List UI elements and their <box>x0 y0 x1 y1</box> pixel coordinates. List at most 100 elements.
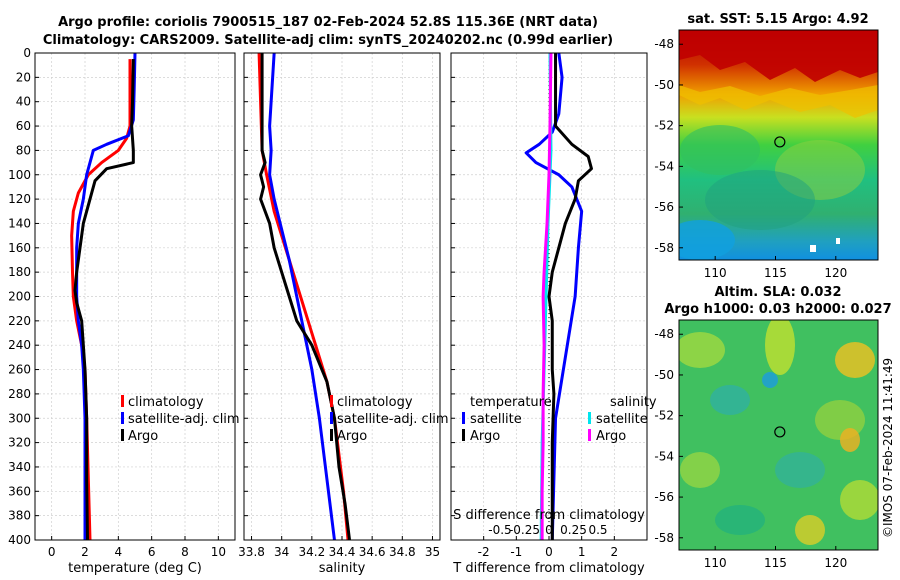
x-tick-label: 4 <box>115 545 123 559</box>
x-tick-label: 1 <box>578 545 586 559</box>
map-x-tick-label: 110 <box>704 556 727 570</box>
map-x-tick-label: 110 <box>704 266 727 280</box>
map-y-tick-label: -56 <box>654 490 674 504</box>
series-line-t-argo <box>547 53 593 540</box>
temperature-panel: 0204060801001201401601802002202402602803… <box>8 46 236 576</box>
y-tick-label: 280 <box>8 387 31 401</box>
x-tick-label: 2 <box>611 545 619 559</box>
x-tick-label: -1 <box>510 545 522 559</box>
map-y-tick-label: -52 <box>654 119 674 133</box>
map-x-tick-label: 115 <box>764 266 787 280</box>
map-y-tick-label: -54 <box>654 449 674 463</box>
y-tick-label: 60 <box>16 119 31 133</box>
map-y-tick-label: -58 <box>654 241 674 255</box>
y-tick-label: 0 <box>23 46 31 60</box>
sla-map-image <box>679 320 878 550</box>
legend-swatch-s-argo <box>588 429 591 441</box>
y-tick-label: 180 <box>8 265 31 279</box>
x-tick-label: 34.2 <box>298 545 325 559</box>
map-y-tick-label: -58 <box>654 531 674 545</box>
legend-title-salinity: salinity <box>610 395 657 410</box>
x-tick-label: 34.6 <box>359 545 386 559</box>
map-y-tick-label: -48 <box>654 37 674 51</box>
y-tick-label: 160 <box>8 241 31 255</box>
x-tick-label: 6 <box>148 545 156 559</box>
plot-frame <box>34 52 236 541</box>
legend-label-t-satellite: satellite <box>470 412 522 427</box>
plot-frame <box>243 52 441 541</box>
y-tick-label: 20 <box>16 70 31 84</box>
x-tick-label: 8 <box>181 545 189 559</box>
imos-watermark: ©IMOS 07-Feb-2024 11:41:49 <box>881 358 895 538</box>
series-line-s-argo <box>540 52 553 540</box>
sst-map-image <box>679 30 878 260</box>
sla-map-axes: 110 115 120 -48 -50 -52 -54 -56 -58 <box>654 327 847 570</box>
map-x-tick-label: 120 <box>824 266 847 280</box>
difference-panel: -2 -1 0 1 2 T difference from climatology S di… <box>450 52 648 576</box>
y-tick-label: 300 <box>8 411 31 425</box>
top-tick-label: -0.25 <box>509 523 540 537</box>
top-tick-label: 0 <box>545 523 553 537</box>
salinity-legend: climatology satellite-adj. clim Argo <box>330 395 449 444</box>
map-y-tick-label: -48 <box>654 327 674 341</box>
figure-title-line1: Argo profile: coriolis 7900515_187 02-Fe… <box>58 15 598 30</box>
legend-label-argo: Argo <box>337 429 367 444</box>
map-y-tick-label: -52 <box>654 409 674 423</box>
legend-label-argo: Argo <box>128 429 158 444</box>
map-x-tick-label: 120 <box>824 556 847 570</box>
y-tick-label: 80 <box>16 143 31 157</box>
y-tick-label: 360 <box>8 484 31 498</box>
legend-swatch-t-satellite <box>462 412 465 424</box>
sla-map: Altim. SLA: 0.032 Argo h1000: 0.03 h2000… <box>654 285 891 570</box>
series-line-argo <box>259 53 352 541</box>
sst-map-frame <box>678 29 879 261</box>
y-tick-label: 400 <box>8 533 31 547</box>
sla-map-frame <box>678 319 879 551</box>
legend-label-s-argo: Argo <box>596 429 626 444</box>
y-tick-label: 320 <box>8 436 31 450</box>
y-tick-label: 340 <box>8 460 31 474</box>
y-tick-label: 240 <box>8 338 31 352</box>
legend-label-satellite: satellite-adj. clim <box>337 412 449 427</box>
legend-label-t-argo: Argo <box>470 429 500 444</box>
x-axis-label: salinity <box>319 561 366 576</box>
top-tick-label: -0.5 <box>488 523 511 537</box>
map-y-tick-label: -54 <box>654 159 674 173</box>
y-tick-label: 220 <box>8 314 31 328</box>
sst-map: sat. SST: 5.15 Argo: 4.92 110 115 120 -48 -5… <box>654 12 879 280</box>
sla-map-title-line1: Altim. SLA: 0.032 <box>715 285 842 300</box>
legend-swatch-satellite <box>330 412 333 424</box>
y-tick-label: 260 <box>8 363 31 377</box>
x-tick-label: -2 <box>478 545 490 559</box>
legend-swatch-s-satellite <box>588 412 591 424</box>
map-x-tick-label: 115 <box>764 556 787 570</box>
x-tick-label: 33.8 <box>238 545 265 559</box>
legend-label-s-satellite: satellite <box>596 412 648 427</box>
legend-swatch-argo <box>330 429 333 441</box>
x-tick-label: 10 <box>211 545 226 559</box>
map-y-tick-label: -50 <box>654 78 674 92</box>
y-tick-label: 120 <box>8 192 31 206</box>
legend-swatch-t-argo <box>462 429 465 441</box>
sst-map-title: sat. SST: 5.15 Argo: 4.92 <box>687 12 868 27</box>
series-line-climatology <box>70 59 132 541</box>
legend-label-climatology: climatology <box>337 395 413 410</box>
y-tick-label: 40 <box>16 95 31 109</box>
x-tick-label: 0 <box>48 545 56 559</box>
plot-frame <box>450 52 648 541</box>
map-y-tick-label: -50 <box>654 368 674 382</box>
temperature-legend: climatology satellite-adj. clim Argo <box>121 395 240 444</box>
legend-swatch-satellite <box>121 412 124 424</box>
legend-label-satellite: satellite-adj. clim <box>128 412 240 427</box>
x-tick-label: 34.4 <box>329 545 356 559</box>
series-line-t-satellite <box>524 52 584 541</box>
x-tick-label: 2 <box>81 545 89 559</box>
x-tick-label: 35 <box>425 545 440 559</box>
top-axis-label: S difference from climatology <box>453 508 645 523</box>
difference-legend: temperature salinity satellite Argo sate… <box>462 395 657 444</box>
top-tick-label: 0.5 <box>588 523 607 537</box>
x-axis-label: T difference from climatology <box>452 561 645 576</box>
x-tick-label: 34 <box>274 545 289 559</box>
x-axis-label: temperature (deg C) <box>68 561 202 576</box>
